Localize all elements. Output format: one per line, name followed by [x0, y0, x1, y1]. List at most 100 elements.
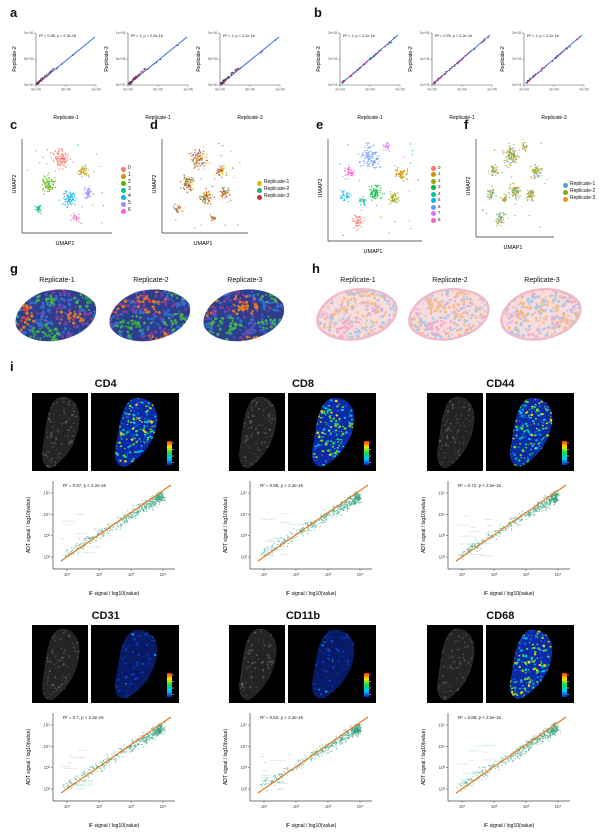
x-tick-label: 1e+06: [91, 87, 101, 91]
spatial-map: [316, 288, 398, 342]
x-tick-label: 10¹: [459, 572, 466, 577]
y-tick-label: 10⁴: [241, 512, 248, 517]
legend-swatch: [431, 185, 436, 190]
y-tick-label: 10⁴: [241, 744, 248, 749]
spatial-map: [500, 288, 582, 342]
legend-item: 0: [431, 164, 441, 171]
y-tick-label: 2e+04: [420, 57, 430, 61]
x-tick-label: 10¹: [459, 804, 466, 809]
legend-item: 5: [431, 197, 441, 203]
legend-swatch: [121, 173, 126, 179]
x-tick-label: 10³: [325, 572, 332, 577]
r2-annotation: R² = 0.88, p < 2.2e-16: [458, 715, 502, 720]
legend-swatch: [563, 182, 568, 188]
legend-swatch: [431, 204, 436, 210]
y-axis-label: ADT signal / log10(value): [26, 729, 32, 785]
if-grayscale-image: [426, 625, 483, 703]
legend-swatch: [563, 196, 568, 202]
replicate-correlation-plot: 0e+00 5e+05 1e+06 0e+00 5e+05 1e+06 Replicate-…: [12, 31, 101, 121]
legend-swatch: [121, 208, 126, 214]
y-axis-label: ADT signal / log10(value): [26, 497, 32, 553]
x-tick-label: 2e+03: [335, 87, 345, 91]
x-axis-label: UMAP1: [56, 241, 75, 247]
y-tick-label: 10³: [44, 765, 51, 770]
legend-swatch: [257, 180, 262, 186]
x-tick-label: 10⁴: [357, 804, 364, 809]
legend-label: 1: [128, 172, 131, 179]
x-tick-label: 10²: [491, 572, 498, 577]
replicate-legend: Replicate-1 Replicate-2 Replicate-3: [257, 180, 289, 200]
x-tick-label: 10³: [128, 804, 135, 809]
y-tick-label: 10⁵: [241, 491, 248, 496]
panel-h-tissues: [312, 285, 588, 347]
y-axis-label: UMAP2: [466, 177, 472, 196]
legend-swatch: [431, 191, 436, 197]
y-axis-label: ADT signal / log10(value): [421, 729, 427, 785]
legend-item: 6: [431, 204, 441, 210]
y-tick-label: 2e+03: [512, 83, 522, 87]
marker-panel: CD31 10¹ 10² 10³ 10⁴ 10² 10³ 10⁴ 10⁵ IF signal /…: [12, 610, 199, 828]
spatial-map: [203, 289, 285, 342]
if-grayscale-image: [229, 625, 286, 703]
if-grayscale-image: [32, 393, 89, 471]
x-axis-label: IF signal / log10(value): [286, 823, 337, 828]
x-tick-label: 10¹: [64, 804, 71, 809]
x-tick-label: 2e+05: [579, 87, 589, 91]
y-tick-label: 10⁵: [438, 491, 445, 496]
x-tick-label: 10²: [293, 572, 300, 577]
legend-swatch: [121, 194, 126, 200]
spatial-map: [15, 289, 97, 342]
if-grayscale-image: [426, 393, 483, 471]
panel-b: b 2e+03 2e+04 2e+05 2e+03 2e+04 2e+05 Replicat…: [314, 6, 590, 121]
legend-item: 2: [121, 180, 131, 186]
panel-f: f UMAP1 UMAP2 Replicate-1 Replicate-2 Repli…: [464, 118, 595, 251]
legend-label: 0: [128, 165, 131, 172]
legend-swatch: [121, 201, 126, 207]
adt-heatmap-image: [485, 625, 574, 703]
marker-title: CD68: [486, 610, 515, 622]
if-adt-correlation-scatter: 10¹ 10² 10³ 10⁴ 10² 10³ 10⁴ 10⁵ IF signal / log1…: [223, 713, 373, 828]
x-axis-label: Replicate-3: [237, 115, 263, 121]
y-tick-label: 5e+05: [24, 57, 34, 61]
replicate-correlation-plot: 2e+03 2e+04 2e+05 2e+03 2e+04 2e+05 Replicate-…: [408, 31, 497, 121]
if-adt-correlation-scatter: 10¹ 10² 10³ 10⁴ 10² 10³ 10⁴ 10⁵ IF signal / log1…: [421, 713, 570, 828]
legend-swatch: [121, 180, 126, 186]
adt-heatmap-image: [485, 393, 574, 471]
legend-label: 0: [438, 164, 441, 170]
panel-a-plots: 0e+00 5e+05 1e+06 0e+00 5e+05 1e+06 Replicate-…: [10, 21, 286, 121]
legend-label: 1: [438, 171, 441, 177]
legend-label: Replicate-2: [264, 186, 290, 193]
if-adt-correlation-scatter: 10¹ 10² 10³ 10⁴ 10² 10³ 10⁴ 10⁵ IF signal / log1…: [26, 481, 176, 596]
y-tick-label: 10³: [44, 533, 51, 538]
y-tick-label: 10²: [438, 787, 445, 792]
marker-images: [426, 393, 574, 471]
r2-annotation: R² = 0.99, p < 2.2e-16: [435, 34, 472, 38]
x-tick-label: 10³: [523, 572, 530, 577]
spatial-map: [109, 289, 191, 342]
y-tick-label: 10²: [44, 555, 51, 560]
panel-label-d: d: [150, 117, 158, 132]
x-tick-label: 10³: [325, 804, 332, 809]
replicate-correlation-plot: 0e+00 5e+05 1e+06 0e+00 5e+05 1e+06 Replicate-…: [196, 31, 285, 121]
r2-annotation: R² = 0.98, p < 2.2e-16: [39, 34, 76, 38]
y-axis-label: Replicate-3: [104, 46, 110, 72]
legend-label: 2: [128, 179, 131, 186]
panel-label-g: g: [10, 261, 18, 276]
y-tick-label: 10³: [241, 765, 248, 770]
legend-label: 3: [128, 186, 131, 193]
x-tick-label: 10⁴: [160, 572, 167, 577]
legend-label: 4: [128, 193, 131, 200]
marker-panel: CD4 10¹ 10² 10³ 10⁴ 10² 10³ 10⁴ 10⁵ IF signal / …: [12, 378, 199, 596]
legend-item: 0: [121, 166, 131, 172]
legend-item: 7: [431, 210, 441, 216]
adt-heatmap-image: [288, 393, 377, 471]
y-tick-label: 0e+00: [208, 83, 218, 87]
x-axis-label: UMAP1: [194, 241, 213, 247]
x-tick-label: 0e+00: [123, 87, 133, 91]
replicate-correlation-plot: 2e+03 2e+04 2e+05 2e+03 2e+04 2e+05 Replicate-…: [500, 31, 589, 121]
x-tick-label: 1e+06: [183, 87, 193, 91]
x-axis-label: UMAP1: [504, 245, 523, 251]
legend-item: 2: [431, 178, 441, 184]
legend-swatch: [121, 187, 126, 193]
